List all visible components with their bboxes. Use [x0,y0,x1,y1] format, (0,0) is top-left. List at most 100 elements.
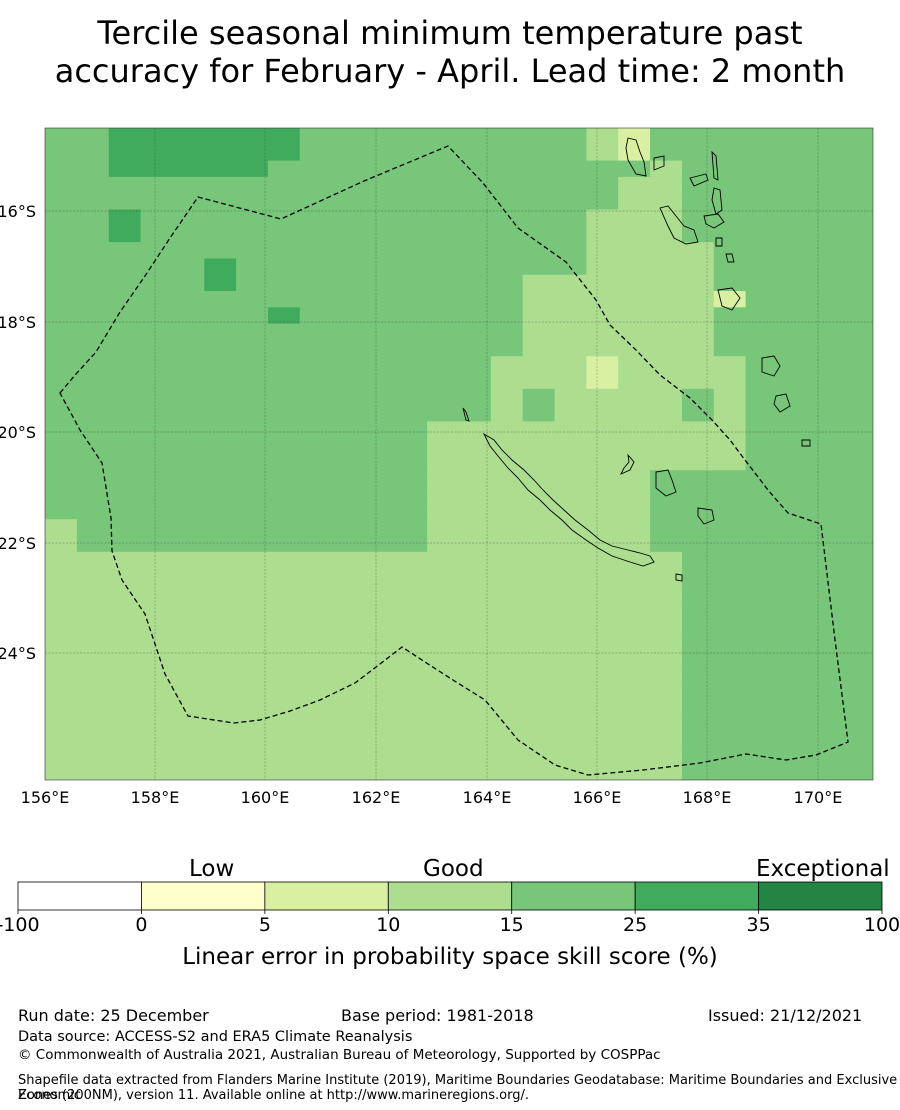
colorbar-segment [141,881,266,911]
grid-cell [522,665,556,683]
coastline-malekula [659,205,699,245]
grid-cell [522,698,556,716]
grid-cell [777,551,810,569]
grid-cell [522,682,556,700]
grid-cell [395,682,428,700]
grid-cell [681,665,715,683]
grid-cell [204,747,237,765]
grid-cell [522,535,556,553]
grid-cell [236,258,269,276]
grid-cell [204,698,237,716]
longitude-label: 166°E [573,788,622,807]
map-figure: 156°E 158°E 160°E 162°E 164°E 166°E 168°E 170°E… [0,127,874,807]
grid-cell [395,731,428,748]
grid-cell [554,600,587,618]
grid-cell [76,405,110,422]
grid-cell [204,617,237,634]
grid-cell [299,128,333,145]
grid-cell [108,649,142,667]
grid-cell [809,617,842,634]
grid-cell [395,584,428,602]
grid-cell [45,519,78,537]
grid-cell [236,356,269,374]
grid-cell [427,372,460,390]
grid-cell [331,714,365,732]
grid-cell [809,502,842,520]
grid-cell [76,421,110,439]
grid-cell [554,242,587,259]
grid-cell [618,649,651,667]
grid-cell [299,437,333,455]
grid-cell [777,176,810,194]
grid-cell [490,339,524,357]
grid-cell [681,633,715,651]
grid-cell [777,682,810,700]
grid-cell [522,160,556,178]
grid-cell [681,160,715,178]
grid-cell [490,649,524,667]
grid-cell [650,144,683,162]
grid-cell [650,519,683,537]
grid-cell [172,470,205,488]
grid-cell [204,193,237,211]
grid-cell [841,437,873,455]
grid-cell [459,763,492,780]
grid-cell [299,242,333,259]
grid-cell [331,470,365,488]
grid-cell [172,486,205,504]
grid-cell [140,291,173,308]
grid-cell [267,665,301,683]
grid-cell [172,372,205,390]
grid-cell [395,698,428,716]
grid-cell [299,388,333,406]
grid-cell [172,649,205,667]
grid-cell [45,747,78,765]
grid-cell [522,258,556,276]
grid-cell [363,307,396,325]
grid-cell [681,242,715,259]
grid-cell [172,747,205,765]
grid-cell [76,633,110,651]
grid-cell [76,617,110,634]
latitude-label: 24°S [0,644,36,663]
grid-cell [76,747,110,765]
grid-cell [267,714,301,732]
grid-cell [267,405,301,422]
grid-cell [45,258,78,276]
grid-cell [172,258,205,276]
grid-cell [395,388,428,406]
grid-cell [427,176,460,194]
grid-cell [841,617,873,634]
grid-cell [681,551,715,569]
grid-cell [809,649,842,667]
grid-cell [172,176,205,194]
grid-cell [650,568,683,585]
grid-cell [172,682,205,700]
grid-cell [618,160,651,178]
map-panel: 156°E 158°E 160°E 162°E 164°E 166°E 168°E 170°E… [0,127,874,807]
grid-cell [395,307,428,325]
grid-cell [459,535,492,553]
grid-cell [618,372,651,390]
grid-cell [395,258,428,276]
grid-cell [841,470,873,488]
grid-cell [140,763,173,780]
grid-cell [841,323,873,341]
grid-cell [331,502,365,520]
grid-cell [618,584,651,602]
grid-cell [490,763,524,780]
grid-cell [427,421,460,439]
grid-cell [586,649,619,667]
grid-cell [395,535,428,553]
grid-cell [267,242,301,259]
grid-cell [809,372,842,390]
grid-cell [172,437,205,455]
grid-cell [299,144,333,162]
grid-cell [363,421,396,439]
grid-cell [522,291,556,308]
grid-cell [713,600,747,618]
grid-cell [745,388,779,406]
grid-cell [777,193,810,211]
grid-cell [777,421,810,439]
grid-cell [586,128,619,145]
